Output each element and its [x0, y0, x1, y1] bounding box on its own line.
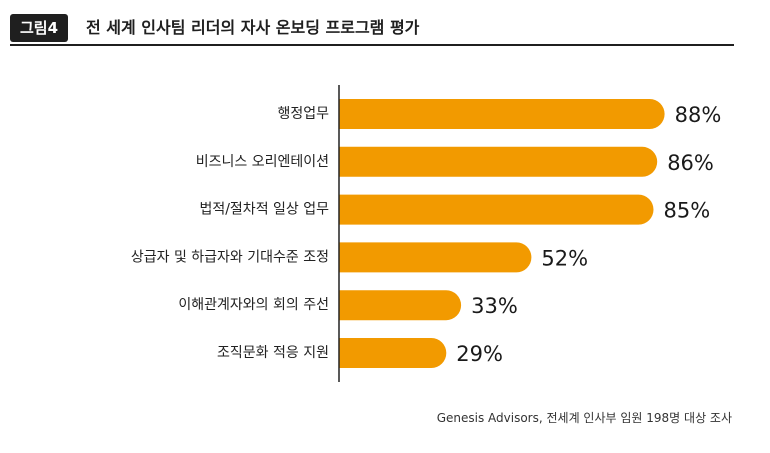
figure-badge: 그림4 — [10, 14, 69, 42]
bar — [339, 290, 462, 321]
category-label: 이해관계자와의 회의 주선 — [178, 297, 329, 313]
category-label: 행정업무 — [277, 106, 329, 122]
bar — [339, 146, 658, 177]
value-label: 88% — [675, 103, 722, 127]
figure-title: 전 세계 인사팀 리더의 자사 온보딩 프로그램 평가 — [86, 18, 420, 37]
bar — [339, 99, 665, 129]
category-label: 법적/절차적 일상 업무 — [199, 202, 329, 218]
bar — [339, 338, 447, 368]
value-label: 29% — [456, 342, 503, 366]
value-label: 33% — [471, 294, 518, 318]
value-label: 85% — [664, 199, 711, 223]
category-label: 비즈니스 오리엔테이션 — [196, 154, 329, 170]
header-rule — [10, 44, 734, 46]
value-label: 52% — [541, 246, 588, 270]
category-label: 상급자 및 하급자와 기대수준 조정 — [131, 249, 329, 265]
source-note: Genesis Advisors, 전세계 인사부 임원 198명 대상 조사 — [436, 411, 732, 425]
bar — [339, 194, 654, 225]
bar — [339, 242, 532, 273]
value-label: 86% — [667, 151, 714, 175]
figure-header: 그림4 전 세계 인사팀 리더의 자사 온보딩 프로그램 평가 — [10, 14, 734, 46]
category-label: 조직문화 적응 지원 — [217, 345, 329, 361]
